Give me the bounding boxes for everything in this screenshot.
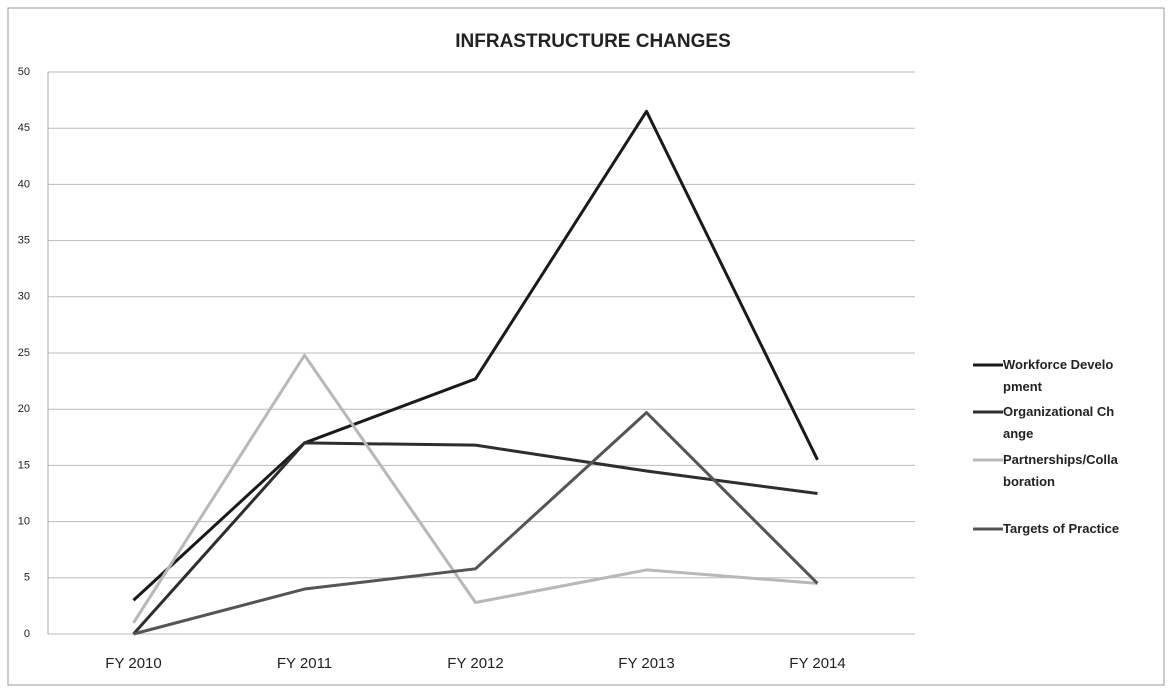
y-tick-label: 5 bbox=[24, 572, 30, 584]
x-tick-label: FY 2012 bbox=[447, 655, 503, 672]
y-tick-label: 0 bbox=[24, 628, 30, 640]
x-tick-label: FY 2013 bbox=[618, 655, 674, 672]
y-tick-label: 45 bbox=[18, 122, 30, 134]
series-line bbox=[132, 109, 819, 602]
series-line bbox=[133, 411, 819, 636]
y-tick-label: 20 bbox=[18, 403, 30, 415]
legend-label: Targets of Practice bbox=[1003, 521, 1120, 536]
x-tick-label: FY 2010 bbox=[105, 655, 161, 672]
y-tick-label: 40 bbox=[18, 178, 30, 190]
chart-border bbox=[7, 7, 1165, 686]
y-tick-label: 15 bbox=[18, 459, 30, 471]
y-tick-label: 25 bbox=[18, 347, 30, 359]
legend-label: Workforce Development bbox=[1003, 357, 1114, 394]
chart-title: INFRASTRUCTURE CHANGES bbox=[455, 31, 731, 52]
y-tick-label: 30 bbox=[18, 291, 30, 303]
x-tick-label: FY 2011 bbox=[277, 655, 332, 672]
series-line bbox=[132, 353, 818, 624]
legend-label: Partnerships/Collaboration bbox=[1003, 452, 1118, 489]
y-tick-label: 50 bbox=[18, 66, 30, 78]
series-line bbox=[132, 441, 818, 636]
x-tick-label: FY 2014 bbox=[789, 655, 845, 672]
y-tick-label: 35 bbox=[18, 235, 30, 247]
legend-label: Organizational Change bbox=[1003, 404, 1115, 441]
y-tick-label: 10 bbox=[18, 516, 30, 528]
